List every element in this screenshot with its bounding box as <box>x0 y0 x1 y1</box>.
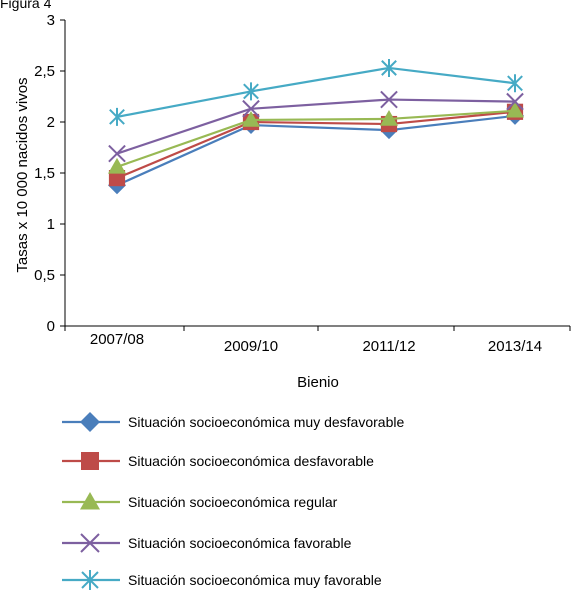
data-point-star <box>81 570 99 590</box>
data-point-star <box>243 82 259 101</box>
series-line <box>116 114 516 187</box>
x-tick-label: 2009/10 <box>224 338 278 355</box>
series-line <box>116 110 516 180</box>
data-point-x <box>506 92 524 111</box>
data-point-x <box>380 90 398 109</box>
y-tick-label: 2 <box>47 114 55 131</box>
y-tick-label: 1,5 <box>34 165 55 182</box>
series-2 <box>108 103 524 187</box>
y-tick-label: 0 <box>47 318 55 335</box>
y-tick-label: 0,5 <box>34 267 55 284</box>
legend: Situación socioeconómica muy desfavorabl… <box>62 412 404 590</box>
legend-label: Situación socioeconómica muy favorable <box>128 572 382 588</box>
series-3 <box>108 101 524 174</box>
series-line <box>116 66 516 118</box>
legend-label: Situación socioeconómica favorable <box>128 535 352 551</box>
x-axis-title: Bienio <box>297 374 339 391</box>
legend-item: Situación socioeconómica muy favorable <box>62 570 382 590</box>
data-point-star <box>507 74 523 93</box>
data-point-square <box>81 452 99 470</box>
data-point-x <box>80 533 100 553</box>
data-point-square <box>108 170 126 187</box>
data-point-triangle <box>380 109 398 126</box>
x-tick-label: 2007/08 <box>90 331 144 348</box>
series-4 <box>108 90 524 163</box>
data-point-star <box>109 107 125 126</box>
data-point-triangle <box>80 492 100 510</box>
y-tick-label: 2,5 <box>34 63 55 80</box>
axes: 0 0,5 1 1,5 2 2,5 3 2007/08 2009/10 2011/12 2013/1… <box>34 12 571 355</box>
legend-item: Situación socioeconómica muy desfavorabl… <box>62 412 404 432</box>
series-line <box>116 109 516 168</box>
top-caption-fragment: Figura 4 <box>0 0 52 11</box>
data-point-diamond <box>80 412 100 432</box>
legend-item: Situación socioeconómica desfavorable <box>62 452 374 470</box>
data-point-x <box>242 99 260 118</box>
legend-label: Situación socioeconómica regular <box>128 494 338 510</box>
x-tick-label: 2011/12 <box>362 338 415 355</box>
y-tick-label: 1 <box>47 216 55 233</box>
x-tick-label: 2013/14 <box>488 338 542 355</box>
series-layer <box>108 58 524 195</box>
legend-label: Situación socioeconómica muy desfavorabl… <box>128 414 404 430</box>
y-tick-label: 3 <box>47 12 55 29</box>
legend-item: Situación socioeconómica favorable <box>62 533 352 553</box>
legend-item: Situación socioeconómica regular <box>62 492 338 510</box>
data-point-triangle <box>506 101 524 118</box>
data-point-triangle <box>242 110 260 127</box>
series-5 <box>109 58 523 126</box>
data-point-triangle <box>108 157 126 174</box>
data-point-star <box>381 58 397 77</box>
legend-label: Situación socioeconómica desfavorable <box>128 453 374 469</box>
series-line <box>116 98 516 155</box>
data-point-x <box>108 144 126 163</box>
y-axis-title: Tasas x 10 000 nacidos vivos <box>14 77 31 272</box>
